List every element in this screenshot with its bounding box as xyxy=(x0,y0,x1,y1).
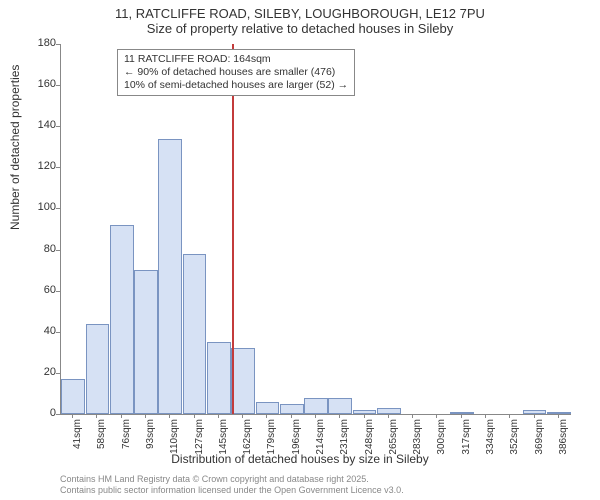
xtick-mark xyxy=(121,414,122,418)
xtick-mark xyxy=(534,414,535,418)
histogram-bar xyxy=(183,254,207,414)
ytick-mark xyxy=(56,414,60,415)
xtick-mark xyxy=(461,414,462,418)
reference-line xyxy=(232,44,234,414)
xtick-label: 58sqm xyxy=(96,419,107,459)
histogram-bar xyxy=(134,270,158,414)
histogram-bar xyxy=(86,324,110,414)
xtick-mark xyxy=(291,414,292,418)
xtick-mark xyxy=(145,414,146,418)
histogram-bar xyxy=(547,412,571,414)
xtick-mark xyxy=(412,414,413,418)
xtick-mark xyxy=(194,414,195,418)
ytick-label: 40 xyxy=(30,325,56,337)
xtick-mark xyxy=(388,414,389,418)
ytick-label: 140 xyxy=(30,119,56,131)
xtick-label: 214sqm xyxy=(315,419,326,459)
xtick-mark xyxy=(509,414,510,418)
xtick-mark xyxy=(72,414,73,418)
chart-area: 11 RATCLIFFE ROAD: 164sqm← 90% of detach… xyxy=(60,44,570,414)
ytick-label: 100 xyxy=(30,201,56,213)
annotation-line1: 11 RATCLIFFE ROAD: 164sqm xyxy=(124,53,348,66)
xtick-label: 110sqm xyxy=(169,419,180,459)
xtick-label: 265sqm xyxy=(388,419,399,459)
xtick-label: 127sqm xyxy=(194,419,205,459)
ytick-mark xyxy=(56,332,60,333)
ytick-mark xyxy=(56,85,60,86)
ytick-label: 120 xyxy=(30,160,56,172)
xtick-mark xyxy=(169,414,170,418)
ytick-mark xyxy=(56,167,60,168)
xtick-label: 369sqm xyxy=(534,419,545,459)
xtick-mark xyxy=(266,414,267,418)
ytick-mark xyxy=(56,208,60,209)
histogram-bar xyxy=(280,404,304,414)
xtick-mark xyxy=(339,414,340,418)
ytick-label: 160 xyxy=(30,78,56,90)
ytick-mark xyxy=(56,250,60,251)
xtick-label: 231sqm xyxy=(339,419,350,459)
xtick-label: 93sqm xyxy=(145,419,156,459)
ytick-label: 60 xyxy=(30,284,56,296)
histogram-bar xyxy=(231,348,255,414)
xtick-mark xyxy=(558,414,559,418)
xtick-label: 196sqm xyxy=(291,419,302,459)
annotation-box: 11 RATCLIFFE ROAD: 164sqm← 90% of detach… xyxy=(117,49,355,96)
footer-attribution: Contains HM Land Registry data © Crown c… xyxy=(60,474,404,496)
xtick-label: 283sqm xyxy=(412,419,423,459)
footer-line1: Contains HM Land Registry data © Crown c… xyxy=(60,474,404,485)
ytick-label: 180 xyxy=(30,37,56,49)
xtick-label: 334sqm xyxy=(485,419,496,459)
y-axis-label: Number of detached properties xyxy=(8,65,22,230)
ytick-label: 80 xyxy=(30,243,56,255)
ytick-mark xyxy=(56,126,60,127)
histogram-bar xyxy=(450,412,474,414)
xtick-label: 248sqm xyxy=(364,419,375,459)
histogram-bar xyxy=(61,379,85,414)
xtick-mark xyxy=(242,414,243,418)
histogram-bar xyxy=(158,139,182,414)
xtick-mark xyxy=(96,414,97,418)
ytick-label: 0 xyxy=(30,407,56,419)
xtick-mark xyxy=(218,414,219,418)
xtick-mark xyxy=(436,414,437,418)
ytick-mark xyxy=(56,291,60,292)
ytick-label: 20 xyxy=(30,366,56,378)
xtick-mark xyxy=(315,414,316,418)
xtick-label: 145sqm xyxy=(218,419,229,459)
annotation-line3: 10% of semi-detached houses are larger (… xyxy=(124,79,348,92)
histogram-plot: 11 RATCLIFFE ROAD: 164sqm← 90% of detach… xyxy=(60,44,571,415)
xtick-label: 317sqm xyxy=(461,419,472,459)
title-line1: 11, RATCLIFFE ROAD, SILEBY, LOUGHBOROUGH… xyxy=(0,0,600,21)
histogram-bar xyxy=(256,402,280,414)
xtick-label: 76sqm xyxy=(121,419,132,459)
ytick-mark xyxy=(56,44,60,45)
xtick-label: 352sqm xyxy=(509,419,520,459)
xtick-label: 41sqm xyxy=(72,419,83,459)
xtick-label: 300sqm xyxy=(436,419,447,459)
title-line2: Size of property relative to detached ho… xyxy=(0,21,600,36)
xtick-mark xyxy=(485,414,486,418)
xtick-label: 179sqm xyxy=(266,419,277,459)
xtick-label: 386sqm xyxy=(558,419,569,459)
ytick-mark xyxy=(56,373,60,374)
histogram-bar xyxy=(110,225,134,414)
histogram-bar xyxy=(377,408,401,414)
histogram-bar xyxy=(304,398,328,414)
footer-line2: Contains public sector information licen… xyxy=(60,485,404,496)
xtick-label: 162sqm xyxy=(242,419,253,459)
annotation-line2: ← 90% of detached houses are smaller (47… xyxy=(124,66,348,79)
xtick-mark xyxy=(364,414,365,418)
histogram-bar xyxy=(207,342,231,414)
histogram-bar xyxy=(328,398,352,414)
